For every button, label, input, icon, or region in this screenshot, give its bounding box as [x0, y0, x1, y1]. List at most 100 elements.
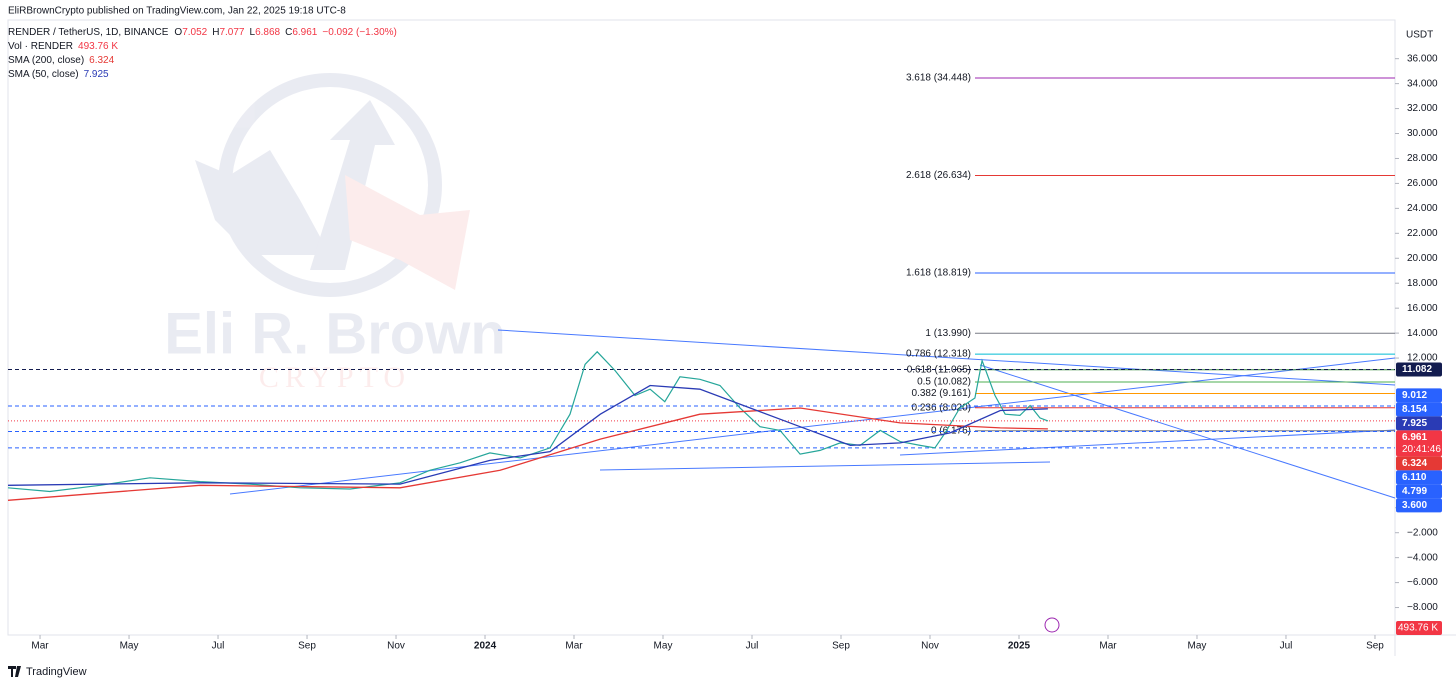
x-tick-label: Sep	[298, 641, 316, 652]
x-tick-label: Sep	[1366, 641, 1384, 652]
alert-icon[interactable]	[1044, 617, 1060, 633]
symbol: RENDER / TetherUS, 1D, BINANCE	[8, 27, 169, 38]
y-tick-label: 18.000	[1407, 278, 1438, 289]
y-tick-label: −8.000	[1407, 602, 1438, 613]
y-tick-label: −6.000	[1407, 577, 1438, 588]
y-tick-label: 20.000	[1407, 253, 1438, 264]
volume-value: 493.76 K	[78, 41, 118, 52]
price-tag-label: 8.154	[1402, 404, 1427, 415]
indicator-value: 6.324	[89, 55, 114, 66]
price-tag-label: 9.012	[1402, 390, 1427, 401]
x-tick-label: May	[654, 641, 673, 652]
watermark-arrow	[310, 100, 395, 270]
price-tag	[1396, 388, 1442, 403]
y-tick-label: 14.000	[1407, 328, 1438, 339]
trend-line	[229, 357, 1396, 495]
price-tag	[1396, 456, 1442, 471]
change: −0.092 (−1.30%)	[322, 27, 397, 38]
watermark-ring	[218, 73, 442, 297]
watermark-name: Eli R. Brown	[164, 301, 506, 366]
ohlc-key: H	[212, 27, 219, 38]
x-tick-label: Jul	[746, 641, 759, 652]
footer-text: TradingView	[26, 666, 87, 678]
price-tag-label: 6.961	[1402, 432, 1427, 443]
series-line	[7, 384, 1048, 486]
fib-label: 0.618 (11.065)	[907, 364, 971, 375]
y-tick-label: 24.000	[1407, 203, 1438, 214]
indicator-value: 7.925	[84, 69, 109, 80]
indicator-name: SMA (200, close)	[8, 55, 84, 66]
footer-logo	[8, 666, 21, 677]
fib-label: 1.618 (18.819)	[906, 268, 971, 279]
ohlc-key: L	[250, 27, 256, 38]
indicator-legend: SMA (200, close) 6.324	[8, 55, 115, 66]
volume-tag	[1396, 621, 1442, 635]
price-tag	[1396, 430, 1442, 457]
price-tag	[1396, 484, 1442, 499]
price-tag-label: 6.110	[1402, 472, 1427, 483]
trend-lines	[229, 329, 1396, 499]
y-tick-label: 22.000	[1407, 228, 1438, 239]
watermark-sub: CRYPTO	[259, 361, 411, 394]
ohlc-key: O	[174, 27, 182, 38]
volume-legend: Vol · RENDER 493.76 K	[8, 41, 118, 52]
fib-label: 0.5 (10.082)	[917, 377, 971, 388]
ohlc-value: 6.961	[292, 27, 317, 38]
price-tag	[1396, 498, 1442, 513]
price-tag	[1396, 470, 1442, 485]
y-tick-label: 26.000	[1407, 178, 1438, 189]
x-tick-label: May	[120, 641, 139, 652]
price-tag-label: 7.925	[1402, 418, 1427, 429]
fib-label: 1 (13.990)	[925, 328, 971, 339]
ohlc-value: 6.868	[255, 27, 280, 38]
indicator-legend: SMA (50, close) 7.925	[8, 69, 109, 80]
price-tag	[1396, 416, 1442, 431]
footer: TradingView	[8, 666, 87, 678]
y-tick-label: 16.000	[1407, 303, 1438, 314]
x-tick-label: Mar	[565, 641, 583, 652]
fib-label: 3.618 (34.448)	[906, 73, 971, 84]
y-tick-label: 32.000	[1407, 103, 1438, 114]
x-tick-label: Nov	[921, 641, 939, 652]
y-tick-label: 12.000	[1407, 353, 1438, 364]
x-tick-label: Jul	[212, 641, 225, 652]
ohlc-value: 7.077	[219, 27, 244, 38]
indicator-name: SMA (50, close)	[8, 69, 79, 80]
series-line	[7, 407, 1048, 501]
x-tick-label: May	[1188, 641, 1207, 652]
price-tag	[1396, 402, 1442, 417]
price-tag-label: 6.324	[1402, 458, 1427, 469]
x-tick-label: Mar	[1099, 641, 1117, 652]
ohlc-key: C	[285, 27, 292, 38]
x-tick-label: Mar	[31, 641, 49, 652]
plot-frame	[7, 19, 1396, 636]
fib-label: 2.618 (26.634)	[906, 170, 971, 181]
watermark: Eli R. Brown CRYPTO	[164, 73, 506, 394]
y-tick-label: 28.000	[1407, 153, 1438, 164]
x-tick-label: Sep	[832, 641, 850, 652]
trend-line	[599, 461, 1051, 471]
watermark-bull	[195, 150, 330, 255]
fib-label: 0 (6.176)	[931, 425, 971, 436]
x-tick-label: 2024	[474, 641, 497, 652]
fib-label: 0.382 (9.161)	[912, 388, 972, 399]
x-tick-label: 2025	[1008, 641, 1031, 652]
price-tag-label: 3.600	[1402, 500, 1427, 511]
x-tick-label: Nov	[387, 641, 405, 652]
x-tick-label: Jul	[1280, 641, 1293, 652]
y-tick-label: 34.000	[1407, 78, 1438, 89]
volume-tag-label: 493.76 K	[1398, 623, 1438, 634]
price-tag-label: 4.799	[1402, 486, 1427, 497]
volume-name: Vol · RENDER	[8, 41, 73, 52]
fib-label: 0.236 (8.020)	[912, 402, 972, 413]
price-tag-countdown: 20:41:46	[1402, 444, 1441, 455]
y-tick-label: −2.000	[1407, 527, 1438, 538]
published-line: EliRBrownCrypto published on TradingView…	[8, 6, 346, 17]
axis-unit: USDT	[1406, 30, 1433, 41]
price-tag-label: 11.082	[1402, 364, 1432, 375]
price-tag	[1396, 362, 1442, 377]
symbol-legend: RENDER / TetherUS, 1D, BINANCE O7.052 H7.0…	[8, 27, 397, 38]
y-tick-label: −4.000	[1407, 552, 1438, 563]
